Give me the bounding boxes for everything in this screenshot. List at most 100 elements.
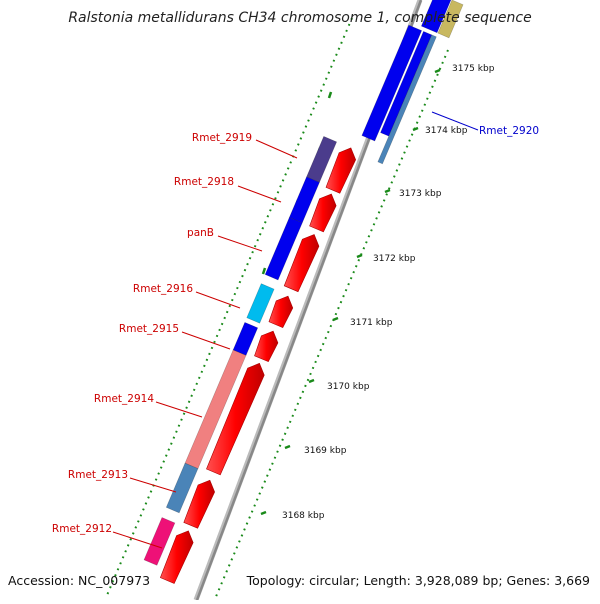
tick-major-right <box>308 378 315 384</box>
label-leader-line <box>181 331 231 350</box>
gene-label: Rmet_2918 <box>174 176 234 188</box>
gene-label: Rmet_2919 <box>192 132 252 144</box>
gene-forward-arrow <box>325 147 356 194</box>
gene-forward-arrow <box>254 330 279 363</box>
tick-mark-right <box>273 456 277 459</box>
tick-mark-right <box>329 324 333 328</box>
tick-mark-right <box>283 432 287 435</box>
tick-mark-right <box>423 103 427 106</box>
tick-mark-right <box>271 462 274 465</box>
tick-mark-right <box>278 444 282 447</box>
scale-label: 3173 kbp <box>399 189 442 199</box>
tick-mark-left <box>274 197 277 200</box>
tick-mark-right <box>395 169 399 172</box>
gene-forward-arrow <box>159 530 194 584</box>
tick-mark-left <box>225 310 229 314</box>
tick-mark-right <box>314 360 317 364</box>
tick-mark-right <box>230 558 234 561</box>
tick-mark-right <box>372 223 376 226</box>
tick-mark-left <box>317 95 320 98</box>
tick-major-right <box>412 126 419 132</box>
topology-text: Topology: circular; Length: 3,928,089 bp… <box>246 573 590 588</box>
tick-mark-right <box>334 312 338 316</box>
tick-mark-right <box>263 480 267 483</box>
tick-mark-left <box>281 179 285 182</box>
tick-mark-left <box>124 550 127 553</box>
scale-label: 3169 kbp <box>304 446 347 456</box>
tick-mark-right <box>306 378 310 382</box>
tick-mark-right <box>410 133 414 136</box>
tick-major-right <box>384 188 391 194</box>
tick-mark-left <box>286 167 290 170</box>
label-leader-line <box>129 477 177 493</box>
tick-mark-right <box>281 438 284 441</box>
tick-mark-left <box>121 556 125 559</box>
gene-label: Rmet_2913 <box>68 469 128 481</box>
tick-mark-left <box>271 203 275 206</box>
tick-mark-left <box>203 364 206 368</box>
tick-mark-left <box>170 442 173 445</box>
gene-rmet-2915 <box>232 321 259 356</box>
tick-major-right <box>434 68 441 74</box>
gene-label: Rmet_2912 <box>52 523 112 535</box>
gene-label: Rmet_2916 <box>133 283 193 295</box>
gene-panb <box>264 217 303 281</box>
tick-mark-left <box>223 316 226 320</box>
tick-mark-left <box>175 430 178 433</box>
tick-mark-right <box>415 121 419 124</box>
tick-mark-left <box>314 101 318 104</box>
tick-mark-right <box>403 151 406 154</box>
tick-mark-left <box>198 376 201 380</box>
tick-mark-left <box>279 185 282 188</box>
tick-mark-left <box>106 592 110 595</box>
tick-mark-right <box>309 372 312 376</box>
tick-mark-right <box>225 570 228 573</box>
scale-label: 3170 kbp <box>327 382 370 392</box>
tick-mark-left <box>236 286 239 290</box>
tick-mark-left <box>205 358 209 362</box>
tick-mark-right <box>370 229 373 232</box>
tick-mark-left <box>261 227 265 230</box>
gene-features <box>143 0 464 584</box>
tick-mark-right <box>324 336 328 340</box>
tick-mark-right <box>286 426 289 429</box>
scale-label: 3175 kbp <box>452 64 495 74</box>
gene-rmet-2916 <box>246 283 275 324</box>
tick-mark-left <box>319 89 323 92</box>
tick-mark-left <box>139 514 143 517</box>
tick-mark-left <box>340 41 343 44</box>
tick-major-left <box>327 91 333 99</box>
tick-mark-right <box>299 396 302 400</box>
tick-mark-right <box>311 366 315 370</box>
tick-mark-left <box>109 586 112 589</box>
gene-label: panB <box>187 227 214 239</box>
tick-mark-right <box>420 109 424 112</box>
tick-mark-right <box>337 306 340 310</box>
tick-mark-left <box>157 472 160 475</box>
gene-label: Rmet_2915 <box>119 323 179 335</box>
accession-text: Accession: NC_007973 <box>8 573 151 588</box>
tick-mark-left <box>129 538 132 541</box>
tick-mark-left <box>213 340 216 344</box>
tick-mark-left <box>144 502 148 505</box>
gene-forward-arrow <box>183 479 215 529</box>
tick-mark-left <box>253 244 257 248</box>
gene-forward-arrow <box>268 295 294 328</box>
tick-mark-left <box>266 215 270 218</box>
tick-mark-right <box>227 564 231 567</box>
label-leader-line <box>217 235 263 252</box>
tick-mark-left <box>264 221 267 224</box>
tick-mark-left <box>114 574 117 577</box>
map-labels: 3175 kbp 3174 kbp 3173 kbp 3172 kbp 3171 kbp… <box>52 64 539 535</box>
tick-mark-right <box>276 450 279 453</box>
tick-mark-left <box>312 107 315 110</box>
tick-mark-left <box>200 370 204 374</box>
tick-mark-left <box>180 418 183 421</box>
tick-mark-left <box>164 454 168 457</box>
tick-major-left <box>261 267 267 275</box>
tick-mark-right <box>339 300 343 304</box>
tick-mark-right <box>233 552 236 555</box>
tick-mark-left <box>218 328 221 332</box>
tick-mark-right <box>304 384 307 388</box>
tick-mark-left <box>276 191 280 194</box>
